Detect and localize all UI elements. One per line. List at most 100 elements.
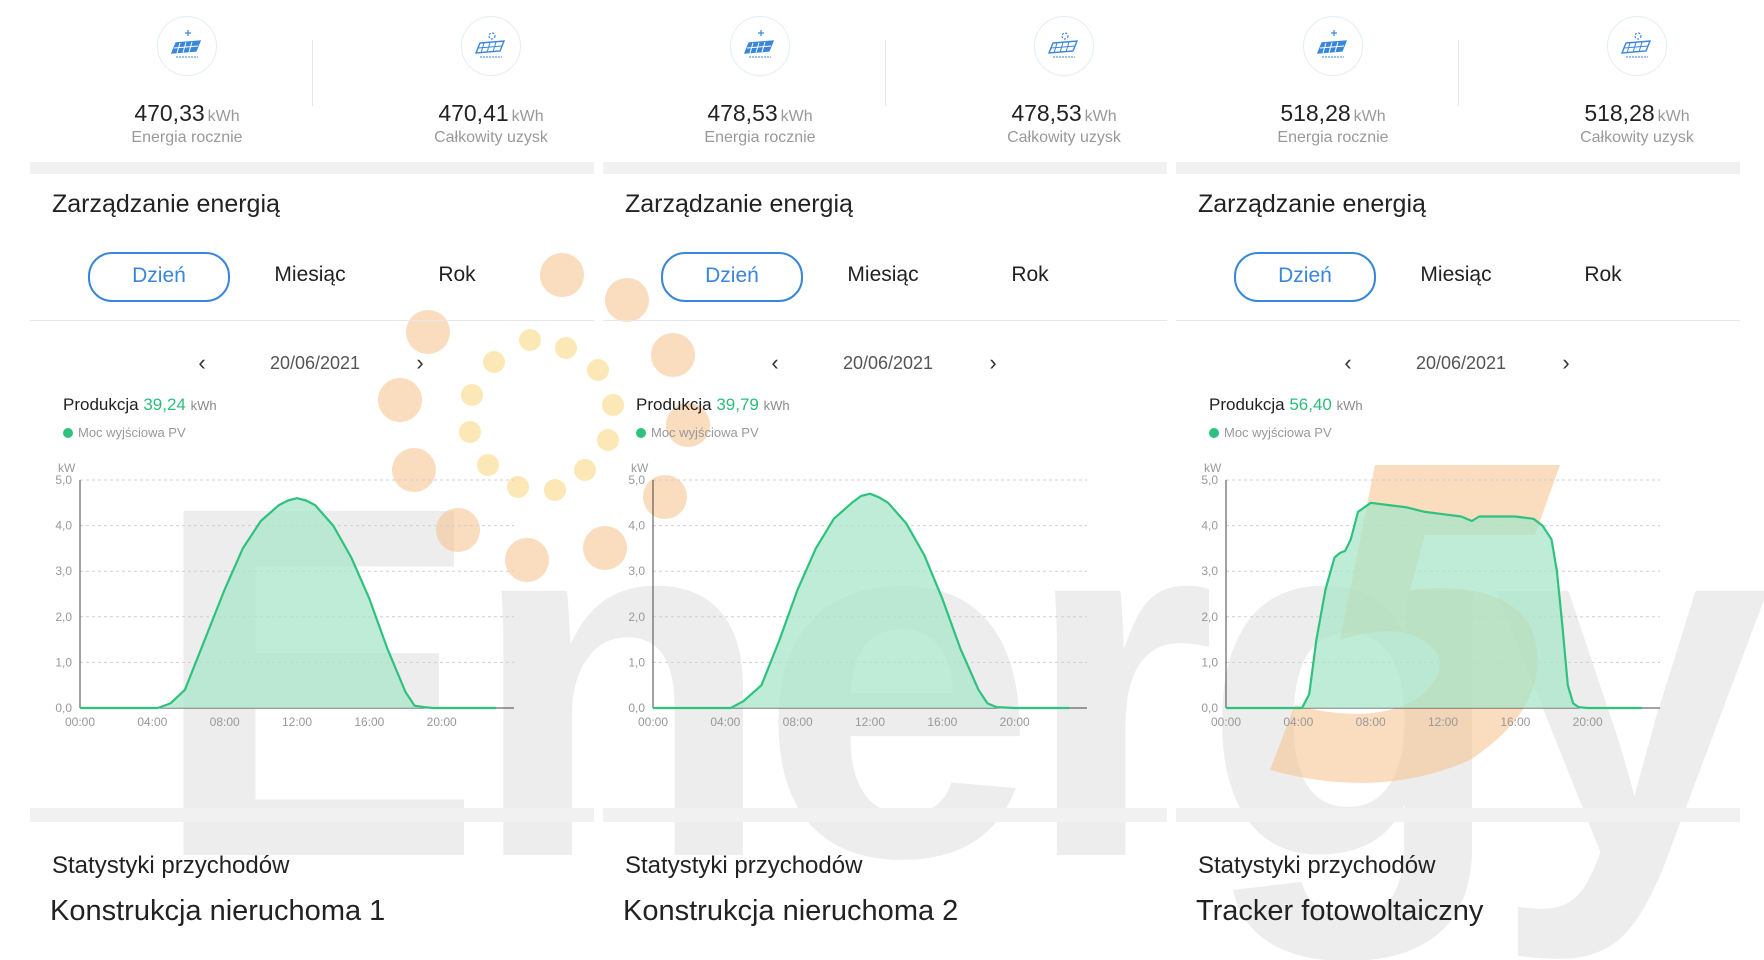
date-navigator: ‹ 20/06/2021 ›	[1176, 348, 1740, 378]
y-axis-unit: kW	[1204, 462, 1222, 475]
divider	[30, 320, 594, 321]
production-unit: kWh	[763, 398, 790, 413]
panel-3: 518,28 kWh Energia rocznie 518,28 kWh Całk…	[1176, 0, 1740, 960]
x-tick-label: 12:00	[1428, 715, 1458, 729]
date-navigator: ‹ 20/06/2021 ›	[603, 348, 1167, 378]
y-tick-label: 4,0	[628, 519, 645, 533]
production-unit: kWh	[1336, 398, 1363, 413]
stat-value-wrap: 478,53 kWh	[640, 100, 880, 127]
stat-value-wrap: 470,33 kWh	[67, 100, 307, 127]
chevron-left-icon[interactable]: ‹	[198, 350, 206, 375]
selected-date[interactable]: 20/06/2021	[1415, 353, 1507, 373]
tab-year[interactable]: Rok	[438, 263, 476, 286]
stat-unit: kWh	[511, 108, 544, 125]
pv-series-line	[80, 497, 496, 710]
production-value: 56,40	[1289, 395, 1332, 414]
y-axis-unit: kW	[631, 462, 649, 475]
period-tabs: Dzień Miesiąc Rok	[603, 250, 1167, 304]
solar-panel-icon	[1303, 16, 1363, 76]
stat-value-wrap: 470,41 kWh	[371, 100, 611, 127]
y-tick-label: 4,0	[55, 519, 72, 533]
y-tick-label: 1,0	[1201, 655, 1218, 669]
y-tick-label: 2,0	[55, 610, 72, 624]
y-tick-label: 0,0	[628, 701, 645, 715]
pv-series-area	[80, 498, 496, 708]
chevron-right-icon[interactable]: ›	[989, 350, 997, 375]
stat-label: Energia rocznie	[704, 129, 816, 146]
y-tick-label: 4,0	[1201, 519, 1218, 533]
legend-label: Moc wyjściowa PV	[651, 425, 759, 440]
pv-power-chart[interactable]: kW 0,0 1,0 2,0 3,0 4,0 5,0 00:00 04:00 08:00 12:00…	[603, 462, 1167, 782]
stat-annual-energy: 470,33 kWh Energia rocznie	[67, 16, 307, 147]
panel-1: 470,33 kWh Energia rocznie 470,41 kWh Całk…	[30, 0, 594, 960]
stats-row: 470,33 kWh Energia rocznie 470,41 kWh Całk…	[30, 0, 594, 162]
stat-label: Całkowity uzysk	[434, 129, 548, 146]
x-tick-label: 20:00	[1000, 715, 1030, 729]
stat-unit: kWh	[1084, 108, 1117, 125]
chevron-right-icon[interactable]: ›	[416, 350, 424, 375]
stat-value-wrap: 518,28 kWh	[1517, 100, 1757, 127]
pv-power-chart[interactable]: kW 0,0 1,0 2,0 3,0 4,0 5,0 00:00 04:00 08:00 12:00…	[1176, 462, 1740, 782]
chart-legend[interactable]: Moc wyjściowa PV	[63, 425, 186, 440]
stat-total-yield: 478,53 kWh Całkowity uzysk	[944, 16, 1184, 147]
tab-year[interactable]: Rok	[1584, 263, 1622, 286]
production-label: Produkcja	[63, 395, 139, 414]
x-tick-label: 04:00	[137, 715, 167, 729]
tab-day[interactable]: Dzień	[1234, 252, 1376, 302]
selected-date[interactable]: 20/06/2021	[842, 353, 934, 373]
x-tick-label: 16:00	[354, 715, 384, 729]
tab-month[interactable]: Miesiąc	[274, 263, 346, 286]
stat-value-wrap: 478,53 kWh	[944, 100, 1184, 127]
chevron-right-icon[interactable]: ›	[1562, 350, 1570, 375]
divider	[1176, 320, 1740, 321]
y-tick-label: 5,0	[1201, 473, 1218, 487]
y-tick-label: 0,0	[1201, 701, 1218, 715]
solar-panel-sun-icon	[1607, 16, 1667, 76]
y-tick-label: 3,0	[55, 564, 72, 578]
x-tick-label: 12:00	[855, 715, 885, 729]
tab-year[interactable]: Rok	[1011, 263, 1049, 286]
solar-panel-icon	[730, 16, 790, 76]
divider	[603, 320, 1167, 321]
energy-management-title: Zarządzanie energią	[52, 190, 280, 218]
solar-panel-sun-icon	[461, 16, 521, 76]
stat-unit: kWh	[1657, 108, 1690, 125]
production-summary: Produkcja 39,79 kWh	[636, 395, 790, 415]
panel-2: 478,53 kWh Energia rocznie 478,53 kWh Całk…	[603, 0, 1167, 960]
stat-label: Energia rocznie	[1277, 129, 1389, 146]
tab-day[interactable]: Dzień	[88, 252, 230, 302]
pv-power-chart[interactable]: kW 0,0 1,0 2,0 3,0 4,0 5,0 00:00 04:00 08:00 12:00…	[30, 462, 594, 782]
stat-value: 470,41	[438, 100, 509, 126]
x-tick-label: 08:00	[210, 715, 240, 729]
stat-unit: kWh	[1353, 108, 1386, 125]
chevron-left-icon[interactable]: ‹	[1344, 350, 1352, 375]
production-value: 39,79	[716, 395, 759, 414]
section-separator	[1176, 808, 1740, 822]
chart-legend[interactable]: Moc wyjściowa PV	[636, 425, 759, 440]
stats-row: 518,28 kWh Energia rocznie 518,28 kWh Całk…	[1176, 0, 1740, 162]
x-tick-label: 16:00	[1500, 715, 1530, 729]
x-tick-label: 16:00	[927, 715, 957, 729]
tab-day[interactable]: Dzień	[661, 252, 803, 302]
x-tick-label: 00:00	[65, 715, 95, 729]
legend-label: Moc wyjściowa PV	[78, 425, 186, 440]
stat-value: 518,28	[1280, 100, 1351, 126]
pv-series-area	[1226, 502, 1642, 708]
tab-month[interactable]: Miesiąc	[847, 263, 919, 286]
chart-legend[interactable]: Moc wyjściowa PV	[1209, 425, 1332, 440]
section-separator	[1176, 162, 1740, 174]
revenue-stats-title: Statystyki przychodów	[1198, 852, 1436, 879]
tab-month[interactable]: Miesiąc	[1420, 263, 1492, 286]
section-separator	[603, 162, 1167, 174]
chevron-left-icon[interactable]: ‹	[771, 350, 779, 375]
y-tick-label: 3,0	[1201, 564, 1218, 578]
stats-row: 478,53 kWh Energia rocznie 478,53 kWh Całk…	[603, 0, 1167, 162]
x-tick-label: 04:00	[710, 715, 740, 729]
production-value: 39,24	[143, 395, 186, 414]
y-tick-label: 1,0	[628, 655, 645, 669]
period-tabs: Dzień Miesiąc Rok	[30, 250, 594, 304]
selected-date[interactable]: 20/06/2021	[269, 353, 361, 373]
x-tick-label: 00:00	[1211, 715, 1241, 729]
stat-total-yield: 518,28 kWh Całkowity uzysk	[1517, 16, 1757, 147]
section-separator	[30, 808, 594, 822]
